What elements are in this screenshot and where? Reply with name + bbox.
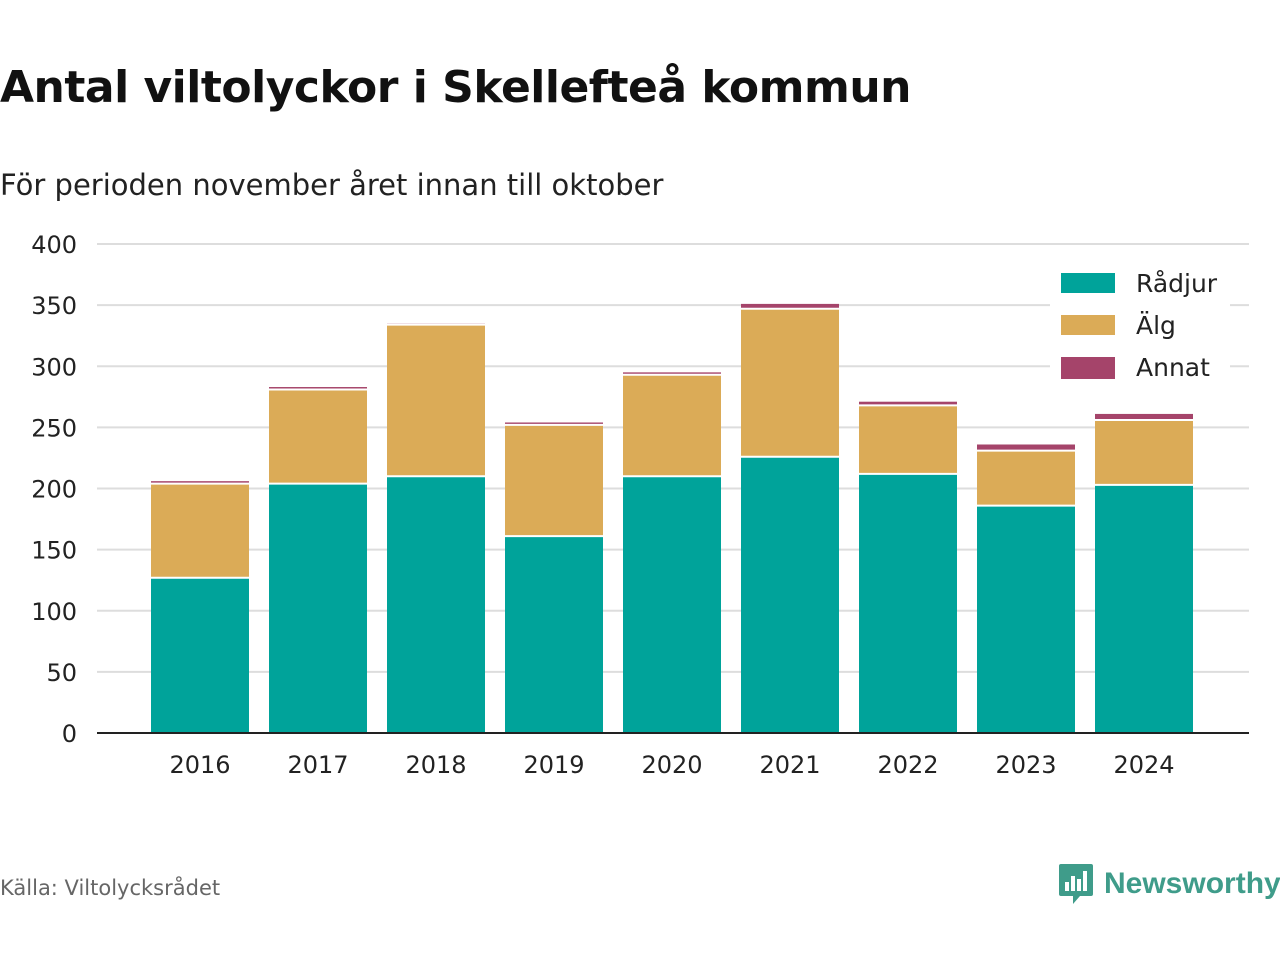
y-tick-label: 350 <box>31 292 77 320</box>
bar-rådjur-2023 <box>977 505 1075 733</box>
bar-annat-2017 <box>269 387 367 390</box>
bar-älg-2018 <box>387 324 485 477</box>
bar-rådjur-2024 <box>1095 484 1193 733</box>
y-tick-label: 100 <box>31 598 77 626</box>
x-tick-label: 2024 <box>1113 751 1174 779</box>
chart-subtitle: För perioden november året innan till ok… <box>0 168 664 202</box>
x-tick-label: 2017 <box>287 751 348 779</box>
y-tick-label: 150 <box>31 537 77 565</box>
bar-älg-2016 <box>151 483 249 578</box>
legend-swatch-älg <box>1061 315 1115 335</box>
bar-älg-2017 <box>269 389 367 484</box>
chart-title: Antal viltolyckor i Skellefteå kommun <box>0 62 911 113</box>
x-axis-ticks: 2016 2017 2018 2019 2020 2021 2022 2023 2024 <box>169 751 1174 779</box>
y-tick-label: 200 <box>31 476 77 504</box>
bar-älg-2019 <box>505 424 603 537</box>
bar-rådjur-2020 <box>623 476 721 733</box>
y-tick-label: 400 <box>31 231 77 259</box>
bar-rådjur-2022 <box>859 473 957 733</box>
bar-annat-2016 <box>151 481 249 484</box>
x-tick-label: 2018 <box>405 751 466 779</box>
y-tick-label: 50 <box>46 659 77 687</box>
bar-annat-2024 <box>1095 413 1193 421</box>
legend: Rådjur Älg Annat <box>1050 264 1230 388</box>
brand-logo: Newsworthy <box>1058 862 1280 906</box>
y-tick-label: 300 <box>31 353 77 381</box>
source-note: Källa: Viltolycksrådet <box>0 876 221 900</box>
x-tick-label: 2020 <box>641 751 702 779</box>
y-tick-label: 0 <box>62 720 77 748</box>
bar-annat-2021 <box>741 303 839 309</box>
brand-name: Newsworthy <box>1104 867 1280 900</box>
bar-rådjur-2021 <box>741 456 839 733</box>
bar-älg-2024 <box>1095 420 1193 485</box>
x-tick-label: 2021 <box>759 751 820 779</box>
legend-label-annat: Annat <box>1136 353 1210 382</box>
legend-swatch-rådjur <box>1061 273 1115 293</box>
bar-älg-2020 <box>623 374 721 477</box>
y-tick-label: 250 <box>31 414 77 442</box>
x-tick-label: 2023 <box>995 751 1056 779</box>
x-tick-label: 2019 <box>523 751 584 779</box>
bar-rådjur-2019 <box>505 536 603 733</box>
legend-label-älg: Älg <box>1136 311 1176 340</box>
bar-rådjur-2016 <box>151 577 249 733</box>
bar-älg-2022 <box>859 405 957 474</box>
bar-rådjur-2017 <box>269 483 367 733</box>
x-tick-label: 2022 <box>877 751 938 779</box>
bar-annat-2022 <box>859 401 957 406</box>
bar-annat-2019 <box>505 422 603 425</box>
legend-swatch-annat <box>1061 357 1115 379</box>
y-axis-ticks: 0 50 100 150 200 250 300 350 400 <box>31 231 77 748</box>
x-tick-label: 2016 <box>169 751 230 779</box>
legend-label-rådjur: Rådjur <box>1136 269 1218 298</box>
bars <box>151 303 1193 733</box>
bar-chart-speech-bubble-icon <box>1059 864 1093 904</box>
bar-älg-2021 <box>741 308 839 457</box>
bar-rådjur-2018 <box>387 476 485 733</box>
bar-annat-2020 <box>623 372 721 375</box>
bar-älg-2023 <box>977 450 1075 506</box>
bar-annat-2023 <box>977 444 1075 451</box>
